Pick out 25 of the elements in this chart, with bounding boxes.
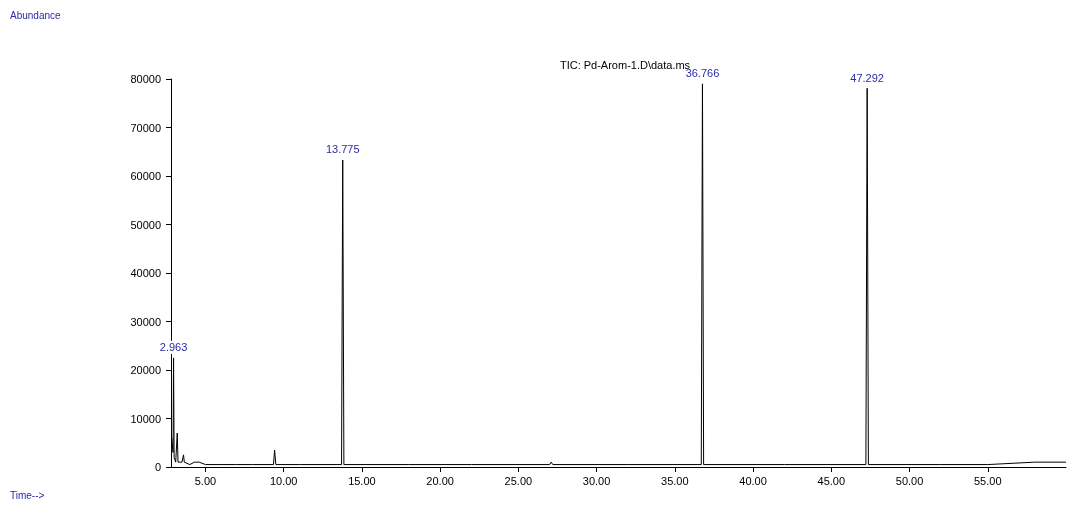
x-tick-label: 35.00	[661, 474, 689, 487]
x-tick-label: 40.00	[739, 474, 767, 487]
annotation: 47.292	[850, 71, 884, 84]
y-tick-label: 20000	[130, 364, 161, 376]
annotation: 2.963	[159, 341, 188, 354]
text: Time-->	[10, 489, 45, 501]
x-tick-label: 15.00	[348, 474, 376, 487]
y-tick-label: 70000	[130, 121, 161, 134]
x-tick-label: 45.00	[817, 474, 846, 487]
annotation: 13.775	[325, 143, 360, 156]
y-tick-label: 40000	[130, 267, 161, 279]
x-tick-label: 20.00	[426, 474, 454, 487]
x-tick-label: 5.00	[194, 474, 217, 487]
y-tick-label: 60000	[130, 170, 161, 182]
x-tick-label: 50.00	[895, 474, 924, 487]
y-tick-label: 50000	[130, 218, 161, 231]
x-tick-label: 10.00	[269, 474, 298, 487]
text: Abundance	[10, 9, 62, 21]
y-tick-label: 10000	[130, 412, 161, 425]
y-tick-label: 30000	[130, 315, 161, 328]
x-tick-label: 25.00	[504, 474, 533, 487]
x-tick-label: 30.00	[582, 474, 611, 487]
x-tick-label: 55.00	[974, 474, 1002, 487]
y-tick-label: 80000	[130, 73, 161, 85]
y-tick-label: 0	[154, 461, 161, 473]
